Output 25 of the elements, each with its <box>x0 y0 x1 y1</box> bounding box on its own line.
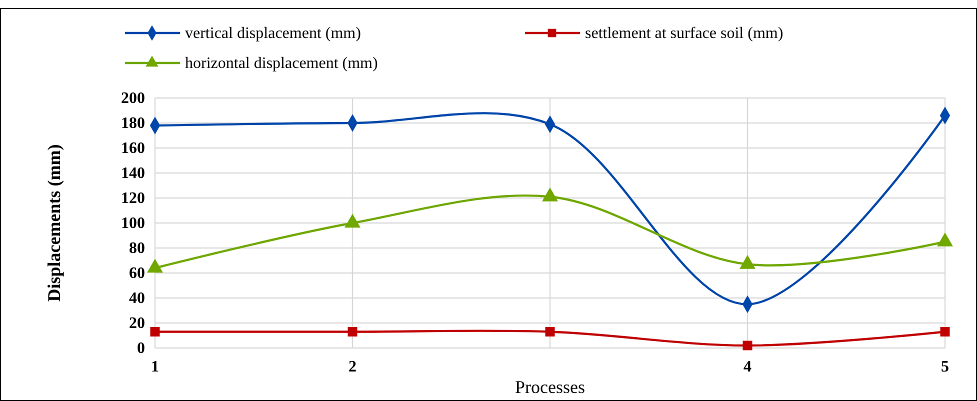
x-axis-title: Processes <box>515 377 585 397</box>
point <box>545 327 555 336</box>
point <box>348 327 358 336</box>
y-tick-label: 140 <box>121 165 145 182</box>
y-tick-label: 120 <box>121 190 145 208</box>
y-tick-label: 40 <box>129 290 145 308</box>
y-tick-label: 60 <box>129 265 145 282</box>
point <box>150 327 160 336</box>
legend-label: vertical displacement (mm) <box>185 25 361 42</box>
x-tick-label: 4 <box>744 358 752 376</box>
y-tick-label: 160 <box>121 140 145 158</box>
point <box>940 327 950 336</box>
y-tick-label: 180 <box>121 115 145 132</box>
y-axis-title: Displacements (mm) <box>44 144 64 302</box>
x-tick-label: 1 <box>151 358 159 376</box>
x-tick-label: 5 <box>941 358 949 376</box>
y-tick-label: 20 <box>129 315 145 332</box>
y-tick-label: 200 <box>121 90 145 108</box>
legend-label: settlement at surface soil (mm) <box>585 25 784 42</box>
y-tick-label: 0 <box>137 340 145 358</box>
y-tick-label: 100 <box>121 215 145 232</box>
x-tick-label: 2 <box>348 358 356 376</box>
point <box>742 340 752 350</box>
y-tick-label: 80 <box>129 240 145 258</box>
legend-label: horizontal displacement (mm) <box>185 55 378 72</box>
